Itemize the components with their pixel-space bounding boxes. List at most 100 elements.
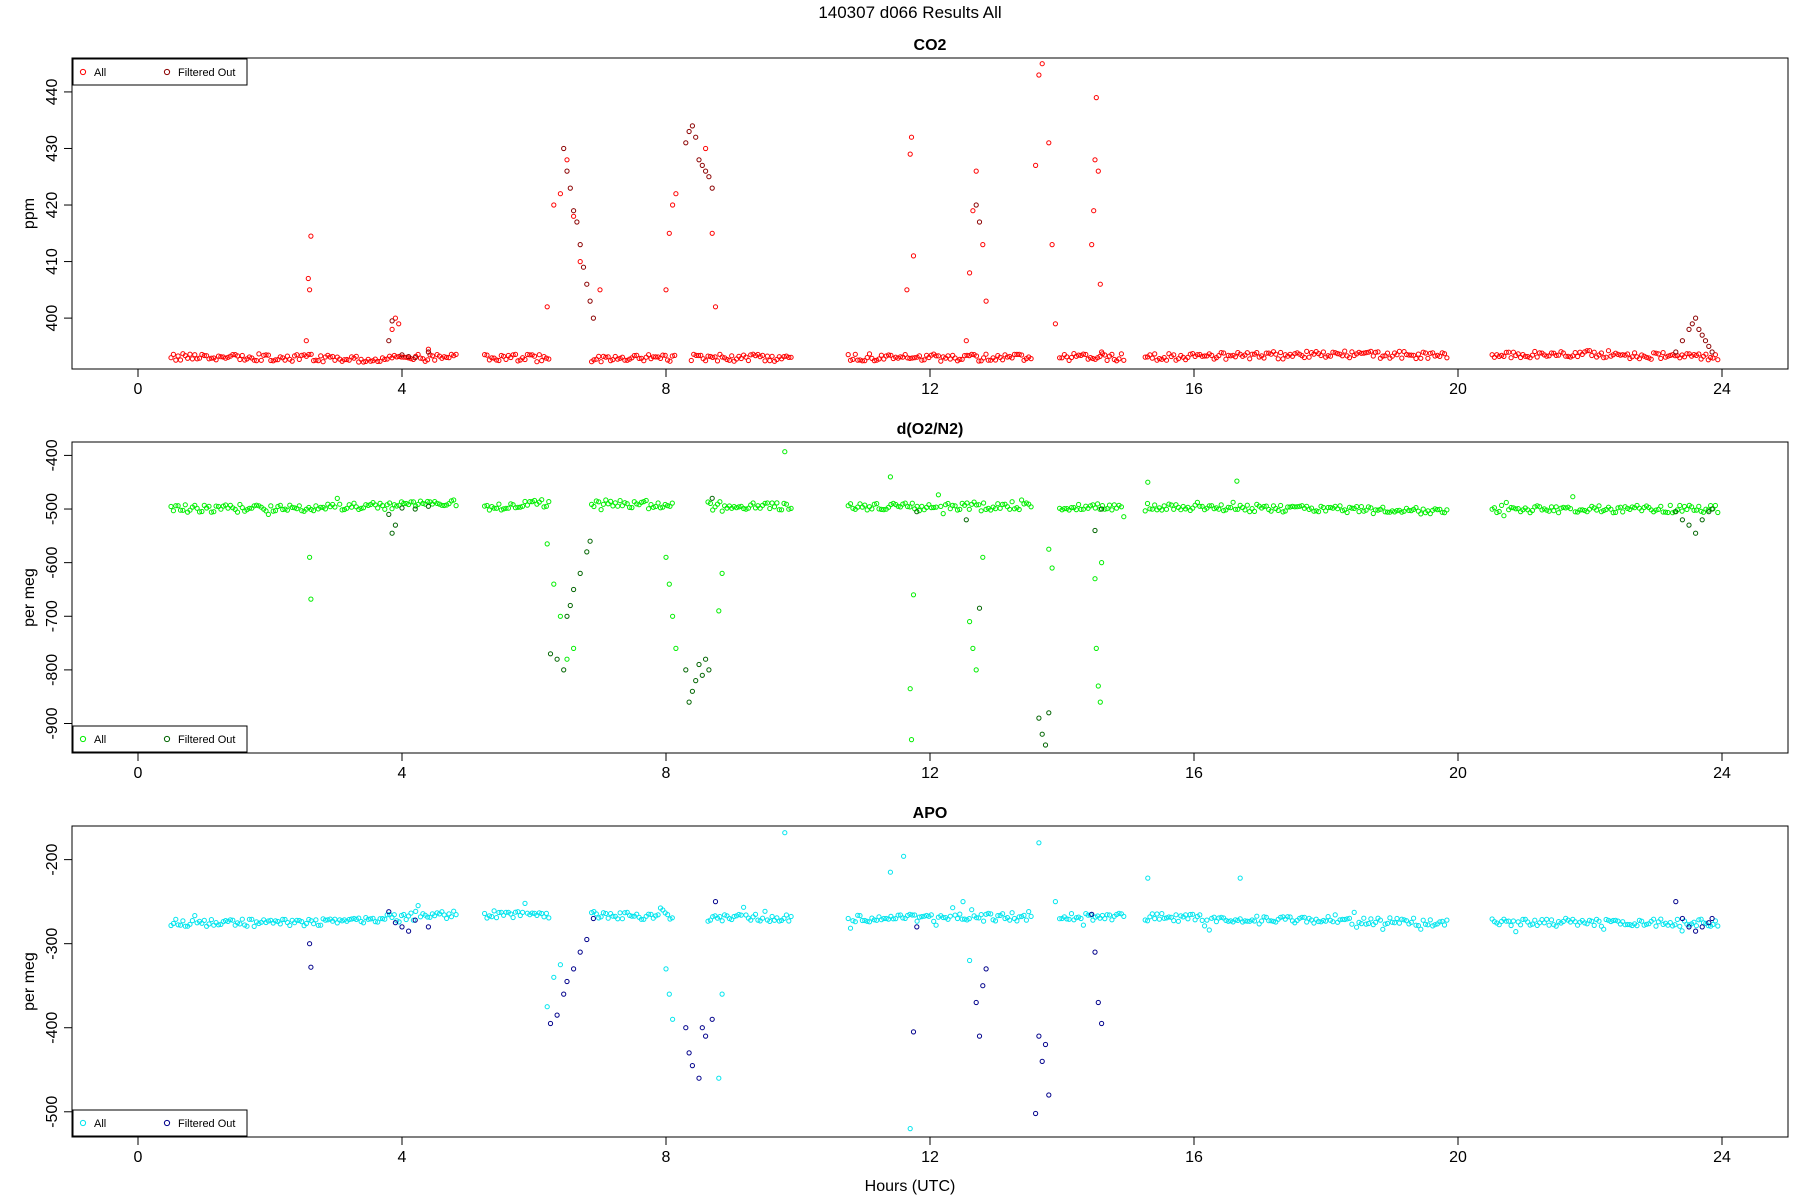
data-point — [748, 352, 754, 358]
data-point — [1066, 916, 1072, 922]
data-point — [425, 357, 431, 363]
data-point — [931, 918, 937, 925]
data-point — [1584, 348, 1590, 354]
data-point — [1052, 321, 1059, 327]
data-point — [907, 504, 913, 510]
data-point — [503, 505, 509, 511]
data-point — [322, 506, 328, 512]
data-point — [543, 355, 550, 361]
data-point — [1316, 918, 1322, 925]
data-point — [1420, 349, 1426, 355]
data-point — [1620, 352, 1626, 358]
data-point — [992, 918, 999, 924]
data-point — [201, 352, 207, 359]
data-point — [1499, 502, 1505, 508]
data-point — [887, 869, 894, 875]
data-point — [353, 504, 359, 510]
data-point — [451, 908, 457, 914]
y-axis-label: ppm — [21, 198, 38, 229]
data-point — [1216, 506, 1222, 512]
data-point — [1444, 917, 1450, 923]
data-point — [938, 358, 944, 364]
data-point — [1648, 356, 1654, 362]
data-point — [173, 503, 179, 509]
data-point — [1171, 506, 1177, 512]
data-point — [706, 174, 712, 180]
data-point — [1232, 354, 1239, 360]
data-point — [268, 357, 274, 364]
data-point — [1093, 645, 1099, 652]
data-point — [344, 356, 350, 363]
data-point — [1529, 352, 1536, 358]
x-tick-label: 24 — [1713, 381, 1731, 398]
data-point — [382, 506, 388, 512]
data-point — [612, 500, 618, 506]
data-point — [907, 911, 913, 917]
data-point — [598, 914, 604, 920]
data-point — [703, 145, 709, 152]
data-point — [902, 352, 908, 358]
data-point — [1330, 919, 1336, 925]
data-point — [294, 917, 300, 923]
data-point — [931, 504, 937, 511]
data-point — [1007, 917, 1013, 923]
data-point — [1710, 355, 1716, 361]
data-point — [928, 505, 934, 511]
data-point — [1004, 354, 1011, 360]
data-point — [1399, 509, 1405, 515]
data-point — [1605, 348, 1612, 354]
data-point — [365, 916, 371, 922]
data-point — [408, 910, 414, 916]
data-point — [852, 351, 858, 357]
data-point — [1667, 352, 1673, 358]
data-point — [897, 354, 904, 360]
data-point — [1171, 918, 1177, 924]
data-point — [648, 502, 654, 508]
data-point — [1529, 921, 1536, 927]
data-point — [1159, 507, 1165, 513]
data-point — [1199, 503, 1205, 509]
data-point — [978, 508, 984, 514]
data-point — [893, 916, 899, 922]
data-point — [745, 357, 752, 364]
data-point — [1709, 349, 1715, 355]
data-point — [1418, 355, 1424, 361]
data-point — [1709, 915, 1715, 922]
data-point — [655, 912, 661, 918]
data-point — [1036, 72, 1042, 78]
data-point — [272, 918, 279, 924]
data-point — [878, 352, 885, 358]
data-point — [683, 1025, 689, 1031]
data-point — [206, 503, 212, 509]
data-point — [503, 356, 509, 362]
data-point — [387, 500, 393, 506]
data-point — [175, 503, 181, 509]
data-point — [1572, 350, 1578, 356]
data-point — [1563, 353, 1569, 359]
x-tick-label: 16 — [1185, 1149, 1203, 1166]
data-point — [1028, 356, 1034, 362]
data-point — [441, 912, 447, 918]
data-point — [1106, 502, 1113, 508]
data-point — [788, 505, 794, 511]
data-point — [1171, 352, 1177, 358]
data-point — [185, 355, 191, 361]
data-point — [1346, 355, 1353, 361]
data-point — [531, 497, 538, 504]
data-point — [177, 357, 184, 363]
data-point — [857, 357, 863, 363]
data-point — [1294, 504, 1300, 510]
data-point — [1268, 918, 1274, 924]
x-tick-label: 8 — [662, 1149, 671, 1166]
data-point — [315, 358, 321, 364]
data-point — [567, 602, 573, 609]
data-point — [496, 909, 502, 916]
data-point — [1603, 354, 1609, 360]
data-point — [1278, 914, 1284, 920]
data-point — [1508, 922, 1514, 929]
data-point — [1427, 917, 1433, 923]
data-point — [762, 358, 768, 364]
data-point — [512, 351, 519, 357]
data-points — [168, 61, 1721, 365]
data-point — [596, 499, 602, 505]
